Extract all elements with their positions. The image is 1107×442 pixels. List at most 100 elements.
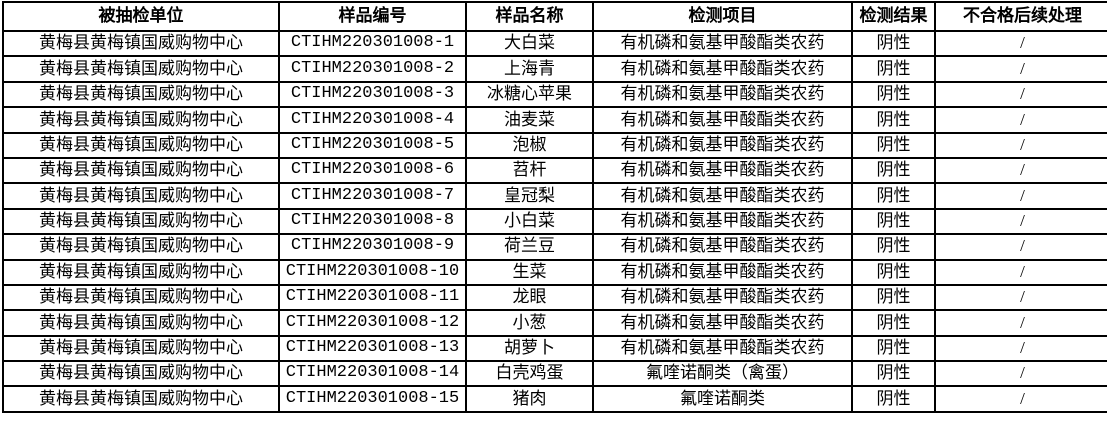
cell-followup-handling: / (934, 207, 1107, 236)
cell-test-result: 阴性 (851, 207, 936, 236)
cell-test-result: 阴性 (851, 283, 936, 312)
cell-test-item: 有机磷和氨基甲酸酯类农药 (592, 207, 853, 236)
column-header-sampled-unit: 被抽检单位 (2, 1, 280, 32)
cell-sample-name: 冰糖心苹果 (465, 80, 594, 109)
cell-sampled-unit: 黄梅县黄梅镇国威购物中心 (2, 233, 280, 261)
cell-test-result: 阴性 (851, 106, 936, 134)
cell-sample-name: 生菜 (465, 258, 594, 286)
cell-sample-id: CTIHM220301008-5 (278, 131, 467, 159)
table-row: 黄梅县黄梅镇国威购物中心 CTIHM220301008-2 上海青 有机磷和氨基甲酸酯… (2, 55, 1107, 83)
table-row: 黄梅县黄梅镇国威购物中心 CTIHM220301008-3 冰糖心苹果 有机磷和氨基甲… (2, 80, 1107, 109)
cell-sample-name: 猪肉 (465, 385, 594, 413)
cell-followup-handling: / (934, 385, 1107, 413)
cell-test-item: 有机磷和氨基甲酸酯类农药 (592, 131, 853, 159)
table-row: 黄梅县黄梅镇国威购物中心 CTIHM220301008-13 胡萝卜 有机磷和氨基甲酸… (2, 334, 1107, 363)
cell-test-result: 阴性 (851, 29, 936, 58)
cell-test-item: 有机磷和氨基甲酸酯类农药 (592, 55, 853, 83)
cell-followup-handling: / (934, 29, 1107, 58)
cell-test-result: 阴性 (851, 80, 936, 109)
cell-test-result: 阴性 (851, 334, 936, 363)
cell-test-result: 阴性 (851, 309, 936, 337)
cell-followup-handling: / (934, 106, 1107, 134)
cell-sample-name: 大白菜 (465, 29, 594, 58)
table-row: 黄梅县黄梅镇国威购物中心 CTIHM220301008-14 白壳鸡蛋 氟喹诺酮类（禽… (2, 360, 1107, 388)
cell-test-item: 有机磷和氨基甲酸酯类农药 (592, 182, 853, 210)
cell-sampled-unit: 黄梅县黄梅镇国威购物中心 (2, 80, 280, 109)
cell-sampled-unit: 黄梅县黄梅镇国威购物中心 (2, 156, 280, 185)
cell-sample-id: CTIHM220301008-2 (278, 55, 467, 83)
cell-followup-handling: / (934, 334, 1107, 363)
cell-sample-id: CTIHM220301008-10 (278, 258, 467, 286)
cell-test-result: 阴性 (851, 182, 936, 210)
cell-sample-id: CTIHM220301008-15 (278, 385, 467, 413)
cell-test-item: 有机磷和氨基甲酸酯类农药 (592, 258, 853, 286)
cell-sample-id: CTIHM220301008-3 (278, 80, 467, 109)
table-row: 黄梅县黄梅镇国威购物中心 CTIHM220301008-8 小白菜 有机磷和氨基甲酸酯… (2, 207, 1107, 236)
cell-sampled-unit: 黄梅县黄梅镇国威购物中心 (2, 360, 280, 388)
cell-sample-name: 白壳鸡蛋 (465, 360, 594, 388)
cell-followup-handling: / (934, 309, 1107, 337)
cell-followup-handling: / (934, 258, 1107, 286)
cell-followup-handling: / (934, 131, 1107, 159)
cell-test-item: 有机磷和氨基甲酸酯类农药 (592, 309, 853, 337)
table-row: 黄梅县黄梅镇国威购物中心 CTIHM220301008-6 苕杆 有机磷和氨基甲酸酯类… (2, 156, 1107, 185)
cell-followup-handling: / (934, 182, 1107, 210)
cell-test-item: 氟喹诺酮类 (592, 385, 853, 413)
cell-sampled-unit: 黄梅县黄梅镇国威购物中心 (2, 385, 280, 413)
cell-sample-name: 皇冠梨 (465, 182, 594, 210)
cell-sample-id: CTIHM220301008-7 (278, 182, 467, 210)
cell-sample-name: 油麦菜 (465, 106, 594, 134)
cell-followup-handling: / (934, 80, 1107, 109)
table-body: 黄梅县黄梅镇国威购物中心 CTIHM220301008-1 大白菜 有机磷和氨基甲酸酯… (2, 29, 1107, 413)
table-row: 黄梅县黄梅镇国威购物中心 CTIHM220301008-7 皇冠梨 有机磷和氨基甲酸酯… (2, 182, 1107, 210)
table-row: 黄梅县黄梅镇国威购物中心 CTIHM220301008-11 龙眼 有机磷和氨基甲酸酯… (2, 283, 1107, 312)
table-row: 黄梅县黄梅镇国威购物中心 CTIHM220301008-5 泡椒 有机磷和氨基甲酸酯类… (2, 131, 1107, 159)
cell-sample-name: 苕杆 (465, 156, 594, 185)
cell-sampled-unit: 黄梅县黄梅镇国威购物中心 (2, 182, 280, 210)
cell-test-item: 氟喹诺酮类（禽蛋） (592, 360, 853, 388)
cell-sampled-unit: 黄梅县黄梅镇国威购物中心 (2, 309, 280, 337)
table-row: 黄梅县黄梅镇国威购物中心 CTIHM220301008-12 小葱 有机磷和氨基甲酸酯… (2, 309, 1107, 337)
cell-followup-handling: / (934, 233, 1107, 261)
cell-test-result: 阴性 (851, 360, 936, 388)
cell-sample-id: CTIHM220301008-6 (278, 156, 467, 185)
cell-sampled-unit: 黄梅县黄梅镇国威购物中心 (2, 334, 280, 363)
cell-test-result: 阴性 (851, 131, 936, 159)
cell-test-result: 阴性 (851, 55, 936, 83)
cell-sample-name: 小葱 (465, 309, 594, 337)
column-header-test-result: 检测结果 (851, 1, 936, 32)
cell-test-item: 有机磷和氨基甲酸酯类农药 (592, 334, 853, 363)
cell-test-item: 有机磷和氨基甲酸酯类农药 (592, 80, 853, 109)
cell-sampled-unit: 黄梅县黄梅镇国威购物中心 (2, 258, 280, 286)
cell-sample-name: 龙眼 (465, 283, 594, 312)
cell-sample-id: CTIHM220301008-14 (278, 360, 467, 388)
cell-test-item: 有机磷和氨基甲酸酯类农药 (592, 29, 853, 58)
cell-test-item: 有机磷和氨基甲酸酯类农药 (592, 283, 853, 312)
cell-sample-name: 小白菜 (465, 207, 594, 236)
header-row: 被抽检单位 样品编号 样品名称 检测项目 检测结果 不合格后续处理 (2, 1, 1107, 32)
cell-sampled-unit: 黄梅县黄梅镇国威购物中心 (2, 131, 280, 159)
cell-test-result: 阴性 (851, 385, 936, 413)
cell-sample-id: CTIHM220301008-1 (278, 29, 467, 58)
cell-test-result: 阴性 (851, 156, 936, 185)
cell-sample-id: CTIHM220301008-12 (278, 309, 467, 337)
cell-test-item: 有机磷和氨基甲酸酯类农药 (592, 106, 853, 134)
table-row: 黄梅县黄梅镇国威购物中心 CTIHM220301008-1 大白菜 有机磷和氨基甲酸酯… (2, 29, 1107, 58)
cell-test-item: 有机磷和氨基甲酸酯类农药 (592, 156, 853, 185)
column-header-sample-name: 样品名称 (465, 1, 594, 32)
table-row: 黄梅县黄梅镇国威购物中心 CTIHM220301008-9 荷兰豆 有机磷和氨基甲酸酯… (2, 233, 1107, 261)
cell-sampled-unit: 黄梅县黄梅镇国威购物中心 (2, 29, 280, 58)
cell-sample-id: CTIHM220301008-13 (278, 334, 467, 363)
cell-sample-name: 泡椒 (465, 131, 594, 159)
table-row: 黄梅县黄梅镇国威购物中心 CTIHM220301008-4 油麦菜 有机磷和氨基甲酸酯… (2, 106, 1107, 134)
cell-test-result: 阴性 (851, 258, 936, 286)
cell-followup-handling: / (934, 283, 1107, 312)
cell-sample-id: CTIHM220301008-4 (278, 106, 467, 134)
cell-sample-id: CTIHM220301008-11 (278, 283, 467, 312)
cell-test-item: 有机磷和氨基甲酸酯类农药 (592, 233, 853, 261)
cell-followup-handling: / (934, 156, 1107, 185)
cell-sampled-unit: 黄梅县黄梅镇国威购物中心 (2, 106, 280, 134)
cell-test-result: 阴性 (851, 233, 936, 261)
cell-sampled-unit: 黄梅县黄梅镇国威购物中心 (2, 207, 280, 236)
